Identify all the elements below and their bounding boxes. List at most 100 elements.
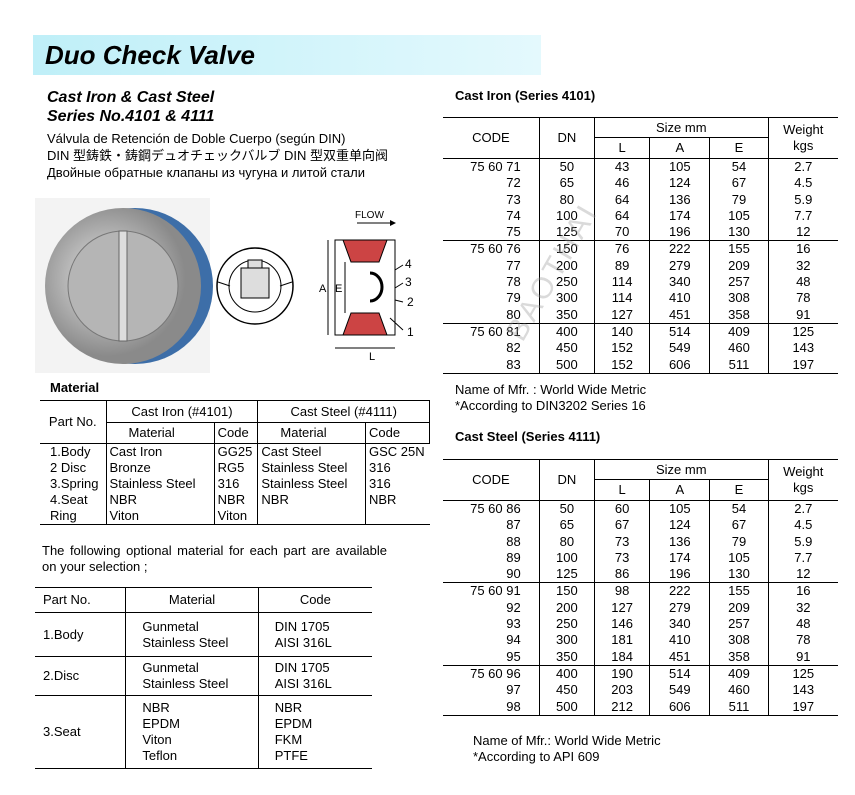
- data-cell: 358: [709, 306, 769, 324]
- data-cell: 75 60 71: [470, 159, 521, 174]
- data-cell: 79: [709, 533, 769, 550]
- data-cell: 92: [506, 599, 521, 615]
- data-cell: Bronze: [105, 460, 215, 476]
- data-cell: 67: [593, 517, 650, 534]
- data-cell: 32: [767, 599, 838, 617]
- data-cell: 79: [506, 290, 521, 306]
- data-cell: 78: [767, 632, 838, 649]
- data-row: 97 450 203 549 460 143: [443, 682, 838, 699]
- data-cell: 94: [506, 632, 521, 648]
- data-cell: 75 60 91: [470, 583, 521, 599]
- section-title: Cast Iron (Series 4101): [455, 88, 596, 103]
- data-cell: 460: [709, 340, 769, 357]
- header-cell: Material: [105, 422, 215, 444]
- data-cell: 450: [538, 340, 595, 357]
- data-cell: Cast Steel: [257, 443, 366, 460]
- data-cell: 511: [709, 356, 769, 374]
- header-cell: Material: [125, 587, 259, 613]
- data-cell: 91: [767, 648, 838, 666]
- data-cell: Stainless Steel: [105, 476, 215, 492]
- data-cell: NBR: [257, 492, 366, 508]
- data-cell: 2.7: [767, 500, 838, 518]
- data-cell: 7.7: [767, 549, 838, 567]
- data-cell: 410: [649, 632, 710, 649]
- data-cell: RG5: [213, 460, 258, 476]
- data-cell: 7.7: [767, 207, 838, 225]
- data-row: 90 125 86 196 130 12: [443, 566, 838, 584]
- data-cell: 450: [538, 682, 595, 699]
- header-cell: Size mm: [593, 117, 769, 138]
- cell-line: kgs: [793, 138, 814, 153]
- data-cell: 209: [709, 599, 769, 617]
- spec-table: CODE DN Size mm Weight kgs L A E 75 60 86 50 60 105…: [443, 459, 838, 716]
- data-row: 80 350 127 451 358 91: [443, 306, 838, 324]
- header-cell: Material: [257, 422, 366, 444]
- data-cell: 358: [709, 648, 769, 666]
- data-row: 2 Disc Bronze RG5 Stainless Steel 316: [40, 460, 430, 476]
- cell-line: Stainless Steel: [142, 676, 229, 691]
- note-line: Name of Mfr.: World Wide Metric: [473, 733, 661, 748]
- header-cell: Code: [365, 422, 430, 444]
- data-cell: 350: [538, 648, 595, 666]
- data-cell: 200: [538, 599, 595, 617]
- data-cell: 86: [593, 566, 650, 584]
- data-row: 3.Spring Stainless Steel 316 Stainless Stee…: [40, 476, 430, 492]
- data-cell: 4.5: [767, 517, 838, 534]
- data-row: 79 300 114 410 308 78: [443, 290, 838, 307]
- cell-line: Teflon: [142, 748, 178, 763]
- data-cell: 78: [506, 274, 521, 290]
- header-cell: Part No.: [40, 400, 107, 444]
- data-cell: 54: [709, 158, 769, 176]
- data-row: 72 65 46 124 67 4.5: [443, 175, 838, 192]
- data-cell: 89: [506, 549, 521, 565]
- cell-line: kgs: [793, 480, 814, 495]
- side-seat: [342, 239, 388, 336]
- notes: Name of Mfr. : World Wide Metric *Accordi…: [455, 382, 646, 414]
- data-cell: 95: [443, 648, 540, 666]
- cell-line: NBR: [274, 700, 303, 715]
- data-cell: GG25: [213, 443, 258, 460]
- header-cell: Part No.: [35, 587, 126, 613]
- data-cell: 88: [506, 533, 521, 549]
- intro-line: Двойные обратные клапаны из чугуна и лит…: [47, 165, 366, 180]
- data-cell: 350: [538, 306, 595, 324]
- data-row: 93 250 146 340 257 48: [443, 616, 838, 633]
- data-cell: 80: [443, 306, 540, 324]
- header-cell: Weight kgs: [767, 459, 838, 501]
- data-cell: NBR EPDM Viton Teflon: [125, 695, 259, 769]
- data-cell: 409: [709, 323, 769, 341]
- side-disc: [369, 271, 384, 303]
- data-cell: 212: [593, 698, 650, 716]
- cell-line: NBR: [142, 700, 170, 715]
- data-cell: 43: [593, 158, 650, 176]
- data-cell: [365, 508, 430, 525]
- data-cell: 549: [649, 682, 710, 699]
- note-line: *According to DIN3202 Series 16: [455, 398, 646, 413]
- data-row: 94 300 181 410 308 78: [443, 632, 838, 649]
- data-cell: 181: [593, 632, 650, 649]
- data-cell: 98: [593, 582, 650, 600]
- dim-label: E: [335, 283, 342, 295]
- data-cell: 67: [709, 175, 769, 192]
- data-cell: NBR: [105, 492, 215, 508]
- data-cell: 65: [538, 517, 595, 534]
- intro-line: Válvula de Retención de Doble Cuerpo (se…: [47, 131, 346, 146]
- data-cell: 50: [538, 158, 595, 176]
- data-cell: 100: [538, 549, 595, 567]
- data-cell: 72: [506, 175, 521, 191]
- data-cell: 511: [709, 698, 769, 716]
- data-cell: 93: [506, 616, 521, 632]
- data-row: 2.Disc Gunmetal Stainless Steel DIN 1705 AIS…: [35, 656, 372, 696]
- data-cell: GSC 25N: [365, 443, 430, 460]
- data-cell: 400: [538, 323, 595, 341]
- page-title: Duo Check Valve: [45, 40, 256, 70]
- data-cell: 150: [538, 582, 595, 600]
- data-cell: 451: [649, 648, 710, 666]
- data-cell: Viton: [105, 508, 215, 525]
- product-drawing: FLOW A E L 4 3 2 1: [35, 198, 414, 373]
- data-cell: 5.9: [767, 191, 838, 208]
- data-cell: 174: [649, 207, 710, 225]
- intro-line: DIN 型鋳鉄・鋳鋼デュオチェックバルブ DIN 型双重单向阀: [47, 148, 388, 163]
